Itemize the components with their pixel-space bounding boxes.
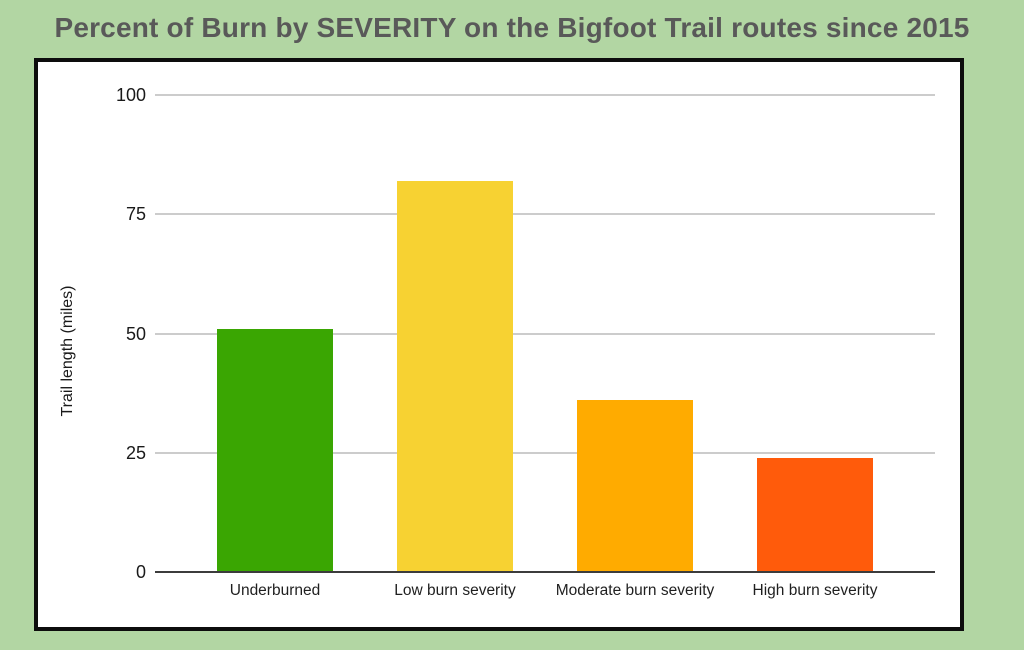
x-axis-baseline bbox=[155, 571, 935, 573]
chart-canvas: Trail length (miles) 0 25 50 75 100 Underbur… bbox=[38, 62, 960, 627]
gridline-75 bbox=[155, 213, 935, 216]
bar-slot-underburned bbox=[185, 95, 365, 572]
x-label-moderate-burn-severity: Moderate burn severity bbox=[555, 582, 715, 599]
x-label-low-burn-severity: Low burn severity bbox=[394, 582, 516, 599]
y-tick-label-75: 75 bbox=[125, 204, 146, 225]
x-label-high-burn-severity: High burn severity bbox=[752, 582, 878, 599]
gridline-50 bbox=[155, 332, 935, 335]
chart-frame: Trail length (miles) 0 25 50 75 100 Underbur… bbox=[34, 58, 964, 631]
chart-title: Percent of Burn by SEVERITY on the Bigfo… bbox=[54, 12, 970, 43]
bar-series bbox=[185, 95, 905, 572]
bar-slot-low-burn-severity bbox=[365, 95, 545, 572]
bar-moderate-burn-severity bbox=[577, 400, 693, 572]
bar-low-burn-severity bbox=[397, 180, 513, 572]
y-tick-label-25: 25 bbox=[125, 442, 146, 463]
plot-area bbox=[155, 94, 935, 573]
bar-high-burn-severity bbox=[757, 457, 873, 572]
y-tick-label-0: 0 bbox=[135, 562, 146, 582]
gridline-25 bbox=[155, 451, 935, 454]
bar-underburned bbox=[217, 328, 333, 572]
bar-slot-high-burn-severity bbox=[725, 95, 905, 572]
x-axis-category-labels: Underburned Low burn severity Moderate bur… bbox=[185, 581, 905, 601]
gridline-100 bbox=[155, 94, 935, 97]
y-tick-label-50: 50 bbox=[125, 323, 146, 344]
y-axis-tick-labels: 0 25 50 75 100 bbox=[66, 85, 146, 582]
bar-slot-moderate-burn-severity bbox=[545, 95, 725, 572]
y-tick-label-100: 100 bbox=[115, 85, 146, 105]
x-label-underburned: Underburned bbox=[229, 582, 321, 599]
